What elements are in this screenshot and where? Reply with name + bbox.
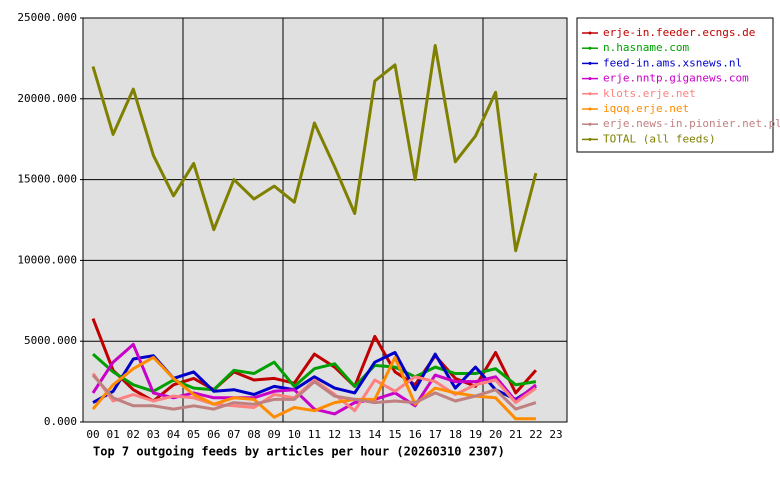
x-tick-label: 15 (388, 428, 401, 441)
y-tick-label: 0.000 (44, 415, 77, 428)
legend-label: erje-in.feeder.ecngs.de (603, 26, 755, 39)
legend-label: TOTAL (all feeds) (603, 132, 716, 145)
y-tick-label: 20000.000 (17, 92, 77, 105)
legend-label: erje.nntp.giganews.com (603, 72, 749, 85)
x-tick-label: 23 (549, 428, 562, 441)
legend-label: erje.news-in.pionier.net.pl (603, 117, 780, 130)
legend-marker (588, 61, 592, 65)
x-tick-label: 04 (167, 428, 181, 441)
vertical-grid (182, 18, 484, 422)
x-tick-label: 06 (207, 428, 220, 441)
x-tick-label: 11 (308, 428, 321, 441)
series-line (91, 372, 537, 413)
legend-marker (588, 77, 592, 81)
legend-marker (588, 137, 592, 141)
x-tick-label: 17 (429, 428, 442, 441)
x-tick-label: 12 (328, 428, 341, 441)
y-tick-label: 15000.000 (17, 173, 77, 186)
legend-marker (588, 122, 592, 126)
x-tick-label: 14 (368, 428, 382, 441)
x-tick-label: 21 (509, 428, 522, 441)
series-line (91, 374, 537, 411)
legend-label: n.hasname.com (603, 41, 689, 54)
x-tick-label: 00 (86, 428, 99, 441)
y-tick-label: 5000.000 (24, 334, 77, 347)
legend-label: feed-in.ams.xsnews.nl (603, 56, 742, 69)
x-tick-label: 13 (348, 428, 361, 441)
x-tick-label: 10 (288, 428, 301, 441)
legend-marker (588, 46, 592, 50)
series-line (91, 355, 536, 421)
legend-label: klots.erje.net (603, 87, 696, 100)
x-tick-label: 02 (127, 428, 140, 441)
y-tick-label: 10000.000 (17, 253, 77, 266)
legend-marker (588, 107, 592, 111)
x-tick-label: 09 (268, 428, 281, 441)
legend-marker (588, 31, 592, 35)
plot-area (82, 17, 568, 423)
series-line (91, 44, 538, 253)
x-tick-label: 08 (247, 428, 260, 441)
x-tick-label: 07 (227, 428, 240, 441)
x-tick-label: 19 (469, 428, 482, 441)
legend-box (576, 17, 774, 153)
x-tick-label: 05 (187, 428, 200, 441)
series-line (92, 352, 537, 393)
chart-title: Top 7 outgoing feeds by articles per hou… (93, 445, 505, 459)
x-tick-label: 03 (147, 428, 160, 441)
x-tick-label: 16 (408, 428, 421, 441)
legend-label: iqoq.erje.net (603, 102, 689, 115)
x-tick-label: 22 (529, 428, 542, 441)
legend-marker (588, 92, 592, 96)
x-tick-label: 18 (449, 428, 462, 441)
x-tick-label: 20 (489, 428, 502, 441)
y-tick-label: 25000.000 (17, 11, 77, 24)
x-tick-label: 01 (107, 428, 120, 441)
